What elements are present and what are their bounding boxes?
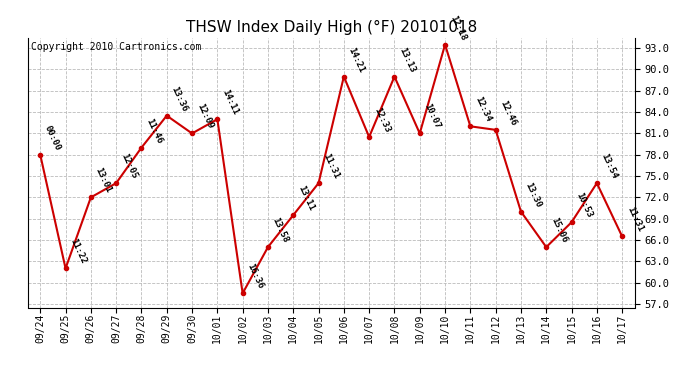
Text: 15:06: 15:06 (549, 216, 569, 244)
Text: 14:11: 14:11 (220, 88, 239, 116)
Text: 13:58: 13:58 (270, 216, 290, 244)
Text: 12:33: 12:33 (372, 106, 391, 134)
Text: 13:36: 13:36 (170, 85, 189, 113)
Text: 12:18: 12:18 (448, 13, 467, 42)
Text: 11:46: 11:46 (144, 117, 164, 145)
Title: THSW Index Daily High (°F) 20101018: THSW Index Daily High (°F) 20101018 (186, 20, 477, 35)
Text: 11:31: 11:31 (625, 206, 644, 234)
Text: 10:07: 10:07 (422, 102, 442, 130)
Text: 12:05: 12:05 (119, 152, 139, 180)
Text: 13:54: 13:54 (600, 152, 619, 180)
Text: 11:31: 11:31 (322, 152, 341, 180)
Text: 13:11: 13:11 (296, 184, 315, 212)
Text: 13:01: 13:01 (94, 166, 113, 195)
Text: 12:46: 12:46 (498, 99, 518, 127)
Text: 11:22: 11:22 (68, 237, 88, 266)
Text: 12:34: 12:34 (473, 95, 493, 123)
Text: Copyright 2010 Cartronics.com: Copyright 2010 Cartronics.com (30, 42, 201, 51)
Text: 00:00: 00:00 (43, 124, 63, 152)
Text: 10:53: 10:53 (574, 191, 594, 219)
Text: 13:13: 13:13 (397, 46, 417, 74)
Text: 14:21: 14:21 (346, 46, 366, 74)
Text: 13:30: 13:30 (524, 181, 543, 209)
Text: 16:36: 16:36 (246, 262, 265, 291)
Text: 12:09: 12:09 (195, 102, 215, 130)
